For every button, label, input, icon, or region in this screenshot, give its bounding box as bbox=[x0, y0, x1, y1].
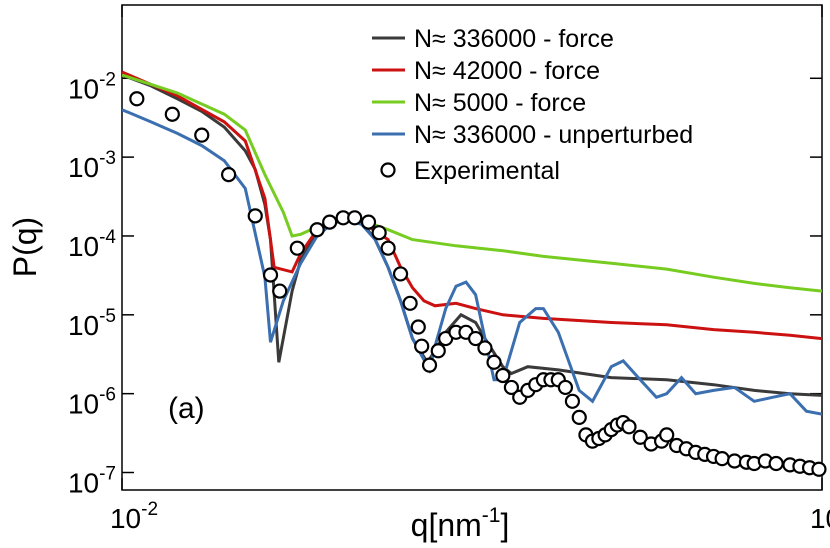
y-tick-label: 10-6 bbox=[68, 385, 116, 420]
legend-label: N≈ 42000 - force bbox=[414, 57, 600, 85]
data-point bbox=[380, 240, 396, 256]
x-tick-label-exponent: -2 bbox=[141, 499, 158, 520]
series-line bbox=[122, 108, 822, 416]
y-tick-label-exponent: -3 bbox=[99, 148, 116, 169]
data-point bbox=[477, 340, 493, 356]
annotation: (a) bbox=[168, 392, 205, 425]
data-point bbox=[503, 379, 520, 396]
y-tick-label-exponent: -2 bbox=[99, 69, 116, 90]
y-tick-label-exponent: -7 bbox=[99, 464, 116, 485]
data-point bbox=[486, 354, 502, 370]
data-point bbox=[414, 338, 430, 354]
y-tick-label-base: 10 bbox=[68, 468, 99, 499]
x-axis-label-end: ] bbox=[500, 507, 509, 543]
data-point bbox=[410, 319, 426, 335]
x-tick-label-base: 10 bbox=[810, 503, 830, 534]
data-point bbox=[621, 419, 637, 435]
y-tick-label-base: 10 bbox=[68, 152, 99, 183]
data-point bbox=[495, 367, 511, 384]
data-point bbox=[272, 283, 288, 299]
data-point bbox=[421, 357, 438, 373]
x-tick-label: 10-2 bbox=[110, 499, 158, 534]
plot-frame bbox=[121, 4, 823, 491]
data-point bbox=[289, 240, 305, 256]
y-tick-label: 10-4 bbox=[68, 227, 116, 262]
data-point bbox=[632, 429, 648, 445]
y-tick-label-base: 10 bbox=[68, 310, 99, 341]
x-axis-label: q[nm-1] bbox=[411, 504, 510, 543]
y-tick-label: 10-5 bbox=[68, 306, 116, 341]
data-point bbox=[262, 267, 279, 283]
x-axis-label-sup: -1 bbox=[482, 504, 501, 527]
data-point bbox=[322, 214, 338, 230]
data-point bbox=[247, 208, 263, 224]
y-tick-label-exponent: -4 bbox=[99, 227, 116, 248]
y-tick-label: 10-7 bbox=[68, 464, 116, 499]
y-tick-label-exponent: -6 bbox=[99, 385, 116, 406]
y-axis-label: P(q) bbox=[7, 217, 43, 277]
data-point bbox=[768, 455, 784, 472]
data-point bbox=[402, 295, 418, 311]
x-tick-label: 10-1 bbox=[810, 499, 830, 534]
data-point bbox=[468, 330, 484, 347]
data-point bbox=[557, 379, 574, 396]
legend-label: N≈ 336000 - unperturbed bbox=[414, 121, 693, 149]
data-point bbox=[571, 409, 587, 425]
y-tick-label-base: 10 bbox=[68, 73, 99, 104]
y-tick-label-exponent: -5 bbox=[99, 306, 116, 327]
x-tick-label-base: 10 bbox=[110, 503, 141, 534]
data-point bbox=[371, 225, 387, 241]
y-tick-label-base: 10 bbox=[68, 231, 99, 262]
y-tick-label-base: 10 bbox=[68, 389, 99, 420]
data-point bbox=[811, 461, 827, 477]
data-point bbox=[221, 167, 237, 183]
y-tick-label: 10-3 bbox=[68, 148, 116, 183]
x-axis-label-text: q[nm bbox=[411, 507, 482, 543]
data-point bbox=[360, 214, 377, 230]
data-point bbox=[164, 106, 180, 122]
legend-marker bbox=[380, 162, 396, 178]
data-point bbox=[309, 222, 325, 238]
data-point bbox=[347, 210, 363, 226]
legend-label: N≈ 5000 - force bbox=[414, 89, 586, 117]
data-point bbox=[714, 451, 730, 467]
legend-label: N≈ 336000 - force bbox=[414, 25, 614, 53]
data-point bbox=[659, 427, 675, 443]
legend-label: Experimental bbox=[414, 157, 560, 185]
data-point bbox=[392, 266, 409, 282]
data-point bbox=[194, 127, 210, 143]
data-point bbox=[129, 91, 145, 107]
data-point bbox=[564, 393, 581, 409]
y-tick-label: 10-2 bbox=[68, 69, 116, 104]
data-point bbox=[430, 343, 446, 359]
